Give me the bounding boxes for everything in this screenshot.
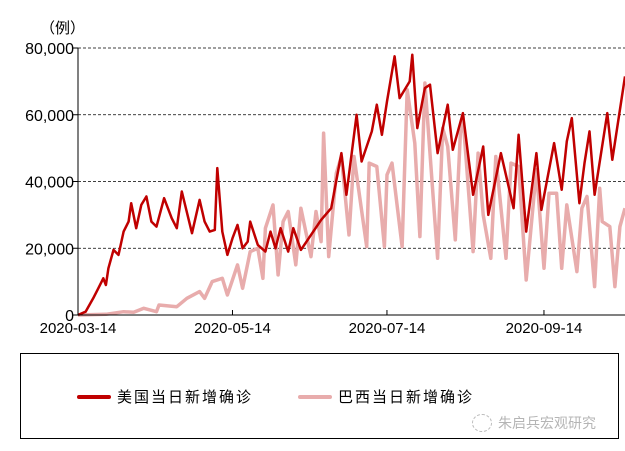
y-tick-label: 0 (65, 308, 74, 325)
wechat-icon (472, 414, 492, 432)
legend (20, 353, 619, 439)
x-tick-label: 2020-09-14 (506, 320, 583, 337)
series-line-brazil (77, 81, 625, 317)
series-lines (77, 53, 625, 317)
legend-swatch-brazil (298, 394, 332, 399)
y-tick-label: 60,000 (25, 108, 74, 125)
x-axis-ticks: 2020-03-14 2020-05-14 2020-07-14 2020-09-14 (40, 310, 583, 337)
legend-item-us: 美国当日新增确诊 (77, 386, 253, 407)
y-tick-label: 20,000 (25, 241, 74, 258)
x-tick-label: 2020-05-14 (194, 320, 271, 337)
series-line-us (77, 53, 625, 317)
watermark: 朱启兵宏观研究 (472, 413, 596, 433)
y-axis-ticks: 0 20,000 40,000 60,000 80,000 (25, 41, 78, 325)
y-tick-label: 40,000 (25, 175, 74, 192)
legend-label-us: 美国当日新增确诊 (117, 388, 254, 406)
legend-label-brazil: 巴西当日新增确诊 (338, 388, 475, 406)
x-tick-label: 2020-03-14 (40, 320, 117, 337)
legend-item-brazil: 巴西当日新增确诊 (298, 386, 474, 407)
legend-swatch-us (77, 394, 111, 399)
y-unit-label: （例） (40, 19, 85, 37)
y-tick-label: 80,000 (25, 41, 74, 58)
watermark-text: 朱启兵宏观研究 (498, 416, 596, 432)
x-tick-label: 2020-07-14 (349, 320, 426, 337)
line-chart: （例） 0 20,000 40,000 60,000 80,000 2020-03-14… (25, 19, 625, 337)
